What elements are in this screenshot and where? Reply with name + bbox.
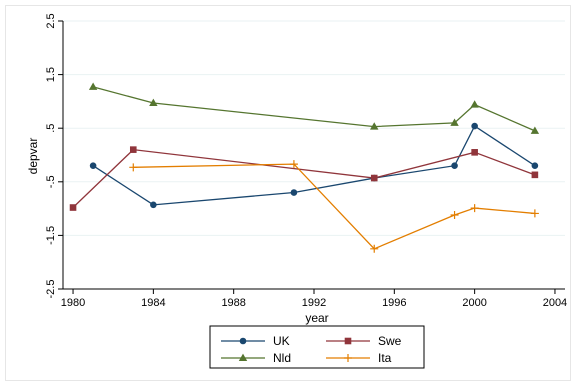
x-tick-label: 1984 <box>141 297 165 309</box>
series-ita <box>129 160 539 253</box>
data-point-nld <box>149 98 158 107</box>
legend-marker-ita <box>344 354 352 362</box>
data-point-nld <box>530 126 540 134</box>
data-point-ita <box>129 163 138 172</box>
y-axis-title: depvar <box>26 138 40 175</box>
legend: UK Swe Nld Ita <box>209 325 425 369</box>
x-tick-label: 1996 <box>382 297 406 309</box>
y-tick-label: 2.5 <box>45 13 57 28</box>
series-layer <box>69 82 540 253</box>
y-tick-label: 1.5 <box>45 67 57 82</box>
legend-marker-uk <box>239 337 247 345</box>
data-point-swe <box>370 174 378 182</box>
series-line-nld <box>92 86 536 132</box>
data-point-ita <box>289 160 298 169</box>
data-point-uk <box>471 122 478 130</box>
x-tick-label: 2000 <box>462 297 486 309</box>
plot-area <box>63 21 565 289</box>
legend-item-ita: Ita <box>326 351 392 365</box>
legend-label-uk: UK <box>273 334 290 348</box>
legend-item-uk: UK <box>221 334 290 348</box>
legend-label-swe: Swe <box>378 334 402 348</box>
data-point-nld <box>88 82 98 90</box>
series-line-ita <box>133 163 535 250</box>
data-point-nld <box>450 118 459 126</box>
legend-label-nld: Nld <box>273 351 291 365</box>
data-point-uk <box>290 189 298 196</box>
data-point-ita <box>450 211 459 220</box>
data-point-swe <box>69 204 77 211</box>
y-tick-label: .5 <box>45 124 57 133</box>
data-point-uk <box>531 162 539 170</box>
legend-marker-nld <box>238 353 248 361</box>
x-tick-label: 2004 <box>543 297 567 309</box>
outer-frame <box>5 5 571 381</box>
series-swe <box>69 146 539 211</box>
legend-label-ita: Ita <box>378 351 392 365</box>
legend-marker-swe <box>344 337 352 345</box>
data-point-nld <box>470 100 479 108</box>
data-point-uk <box>89 162 97 170</box>
data-point-ita <box>470 204 479 213</box>
data-point-swe <box>471 149 478 156</box>
legend-item-nld: Nld <box>221 351 291 365</box>
data-point-nld <box>370 122 379 130</box>
y-tick-label: -1.5 <box>45 226 57 245</box>
x-tick-label: 1992 <box>302 297 326 309</box>
x-tick-label: 1988 <box>221 297 245 309</box>
series-nld <box>88 82 540 134</box>
data-point-swe <box>129 146 137 153</box>
data-point-uk <box>150 201 157 209</box>
data-point-swe <box>531 171 539 179</box>
data-point-uk <box>451 162 458 170</box>
legend-item-swe: Swe <box>326 334 402 348</box>
y-tick-label: -2.5 <box>45 280 57 299</box>
x-tick-label: 1980 <box>61 297 85 309</box>
data-point-ita <box>530 209 539 218</box>
data-point-ita <box>370 244 379 253</box>
y-tick-label: -.5 <box>45 175 57 188</box>
axis-layer: -2.5 -1.5 -.5 .5 1.5 2.5 1980 1984 1988 1992 1996 2… <box>45 13 567 309</box>
x-axis-title: year <box>305 311 328 325</box>
